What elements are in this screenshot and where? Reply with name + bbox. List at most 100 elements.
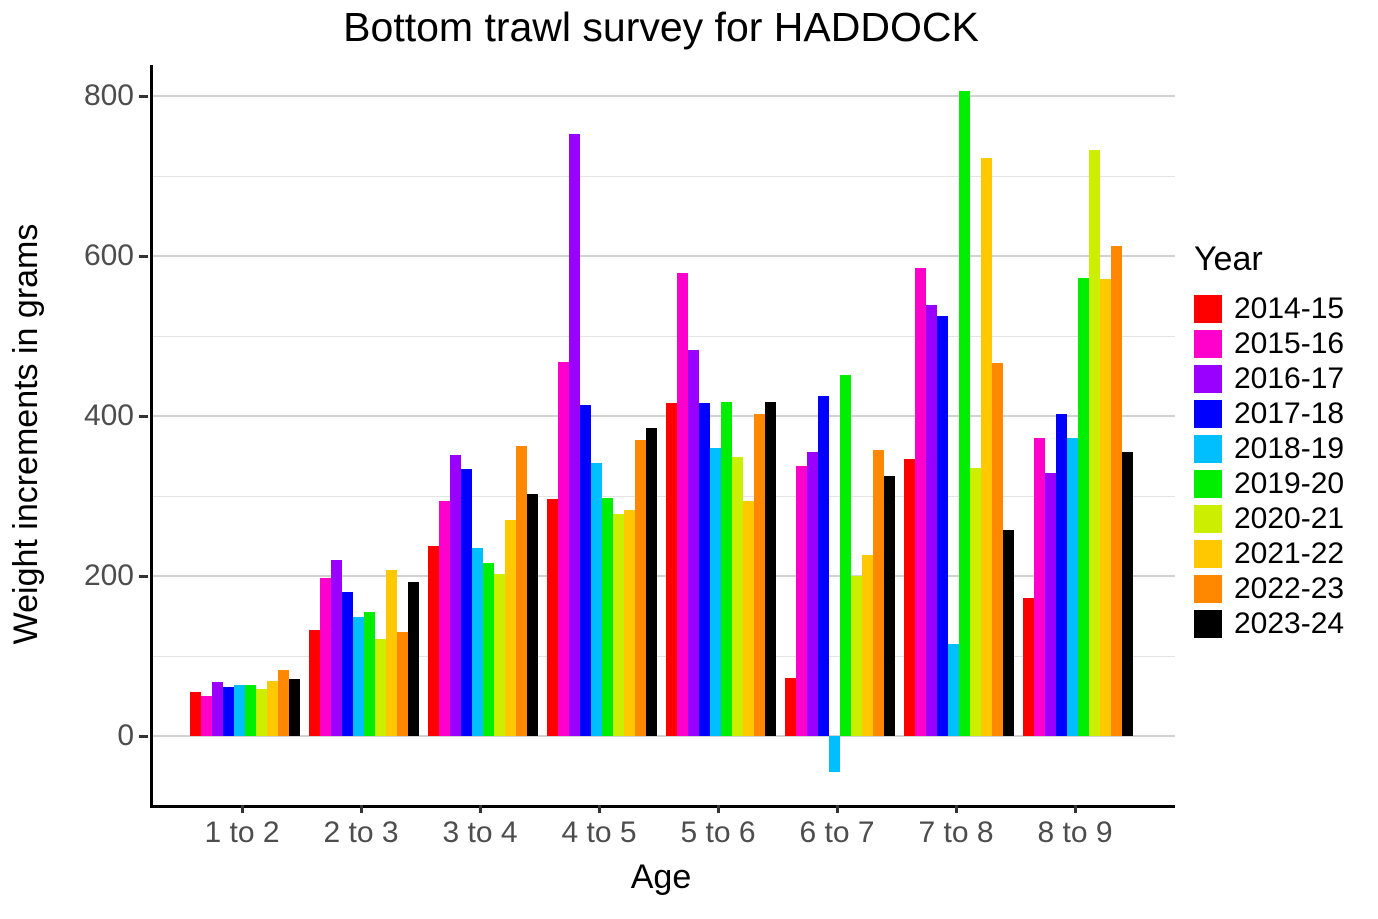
- legend-entries: 2014-15 2015-16 2016-17 2017-18 2018-19 2019-…: [1194, 291, 1344, 641]
- y-tick-0: [139, 734, 148, 738]
- legend-swatch-2022-23: [1194, 574, 1222, 603]
- bar-2015-16-5-to-6: [677, 272, 688, 736]
- legend: Year 2014-15 2015-16 2016-17 2017-18 2018-19…: [1194, 240, 1344, 641]
- legend-swatch-2015-16: [1194, 329, 1222, 358]
- legend-entry-2014-15: 2014-15: [1194, 291, 1344, 326]
- bar-2015-16-2-to-3: [320, 578, 331, 736]
- y-tick-label-400: 400: [83, 399, 134, 432]
- legend-label-2018-19: 2018-19: [1234, 431, 1345, 465]
- x-tick-7-to-8: [954, 805, 958, 813]
- bar-2017-18-8-to-9: [1056, 413, 1067, 736]
- bar-2022-23-2-to-3: [397, 632, 408, 736]
- bar-2015-16-8-to-9: [1034, 438, 1045, 736]
- bar-2022-23-3-to-4: [516, 445, 527, 736]
- bar-2023-24-5-to-6: [765, 401, 776, 736]
- x-tick-label-4-to-5: 4 to 5: [561, 816, 637, 849]
- bar-2014-15-3-to-4: [428, 546, 439, 736]
- bar-2017-18-6-to-7: [818, 396, 829, 736]
- legend-swatch-2023-24: [1194, 609, 1222, 638]
- legend-label-2023-24: 2023-24: [1234, 606, 1345, 640]
- bar-2022-23-7-to-8: [992, 363, 1003, 736]
- bar-2023-24-4-to-5: [646, 428, 657, 736]
- y-tick-label-600: 600: [83, 239, 134, 272]
- bar-2018-19-1-to-2: [234, 684, 245, 736]
- legend-entry-2015-16: 2015-16: [1194, 326, 1344, 361]
- bar-2020-21-5-to-6: [732, 456, 743, 736]
- bar-2021-22-3-to-4: [505, 520, 516, 736]
- legend-swatch-2017-18: [1194, 399, 1222, 428]
- legend-swatch-2018-19: [1194, 434, 1222, 463]
- bar-2020-21-3-to-4: [494, 574, 505, 736]
- y-tick-800: [139, 94, 148, 98]
- legend-entry-2016-17: 2016-17: [1194, 361, 1344, 396]
- bar-2019-20-8-to-9: [1078, 277, 1089, 736]
- bar-2019-20-7-to-8: [959, 91, 970, 736]
- legend-label-2015-16: 2015-16: [1234, 326, 1345, 360]
- bar-2020-21-6-to-7: [851, 576, 862, 736]
- bar-2020-21-2-to-3: [375, 639, 386, 736]
- y-tick-400: [139, 414, 148, 418]
- bar-2021-22-5-to-6: [743, 500, 754, 736]
- bar-2019-20-1-to-2: [245, 684, 256, 736]
- gridline-y-600: [153, 255, 1175, 257]
- bar-2014-15-1-to-2: [190, 692, 201, 736]
- bar-2015-16-1-to-2: [201, 696, 212, 736]
- legend-label-2016-17: 2016-17: [1234, 361, 1345, 395]
- bar-2014-15-7-to-8: [904, 459, 915, 736]
- bar-2019-20-5-to-6: [721, 402, 732, 736]
- bar-2014-15-8-to-9: [1023, 597, 1034, 736]
- y-tick-label-0: 0: [117, 719, 134, 752]
- bar-2014-15-6-to-7: [785, 678, 796, 736]
- x-tick-6-to-7: [835, 805, 839, 813]
- bar-2016-17-8-to-9: [1045, 472, 1056, 736]
- legend-label-2019-20: 2019-20: [1234, 466, 1345, 500]
- bar-2021-22-7-to-8: [981, 157, 992, 736]
- bar-2016-17-6-to-7: [807, 452, 818, 736]
- legend-swatch-2020-21: [1194, 504, 1222, 533]
- x-tick-2-to-3: [359, 805, 363, 813]
- bar-2018-19-3-to-4: [472, 548, 483, 736]
- bar-2021-22-6-to-7: [862, 555, 873, 736]
- plot-panel: [150, 65, 1175, 808]
- x-tick-3-to-4: [478, 805, 482, 813]
- bar-2020-21-4-to-5: [613, 513, 624, 736]
- bar-2017-18-4-to-5: [580, 404, 591, 736]
- legend-label-2020-21: 2020-21: [1234, 501, 1345, 535]
- bar-2019-20-4-to-5: [602, 498, 613, 736]
- bar-2017-18-2-to-3: [342, 592, 353, 736]
- bar-2023-24-1-to-2: [289, 679, 300, 736]
- bar-2021-22-1-to-2: [267, 680, 278, 736]
- legend-entry-2020-21: 2020-21: [1194, 501, 1344, 536]
- legend-entry-2018-19: 2018-19: [1194, 431, 1344, 466]
- bar-2023-24-2-to-3: [408, 581, 419, 736]
- bar-2016-17-3-to-4: [450, 455, 461, 736]
- x-tick-4-to-5: [597, 805, 601, 813]
- x-axis-title: Age: [630, 858, 692, 896]
- gridline-y-minor-100: [153, 655, 1175, 657]
- bar-2017-18-1-to-2: [223, 687, 234, 736]
- x-tick-label-7-to-8: 7 to 8: [918, 816, 994, 849]
- bar-2015-16-6-to-7: [796, 466, 807, 736]
- bar-2023-24-6-to-7: [884, 476, 895, 736]
- y-tick-600: [139, 254, 148, 258]
- bar-2016-17-4-to-5: [569, 134, 580, 736]
- x-tick-label-1-to-2: 1 to 2: [204, 816, 280, 849]
- bar-2017-18-3-to-4: [461, 468, 472, 736]
- bar-2017-18-7-to-8: [937, 316, 948, 736]
- bar-2021-22-8-to-9: [1100, 279, 1111, 736]
- bar-2018-19-6-to-7: [829, 736, 840, 772]
- bar-2015-16-7-to-8: [915, 268, 926, 736]
- legend-entry-2022-23: 2022-23: [1194, 571, 1344, 606]
- bar-2018-19-2-to-3: [353, 616, 364, 736]
- bar-2023-24-8-to-9: [1122, 452, 1133, 736]
- gridline-y-0: [153, 735, 1175, 737]
- x-tick-label-6-to-7: 6 to 7: [799, 816, 875, 849]
- bar-2018-19-7-to-8: [948, 644, 959, 736]
- bar-2020-21-8-to-9: [1089, 149, 1100, 736]
- bar-2018-19-4-to-5: [591, 463, 602, 736]
- legend-label-2017-18: 2017-18: [1234, 396, 1345, 430]
- y-tick-label-800: 800: [83, 79, 134, 112]
- gridline-y-minor-300: [153, 495, 1175, 497]
- bar-2022-23-8-to-9: [1111, 246, 1122, 736]
- legend-entry-2017-18: 2017-18: [1194, 396, 1344, 431]
